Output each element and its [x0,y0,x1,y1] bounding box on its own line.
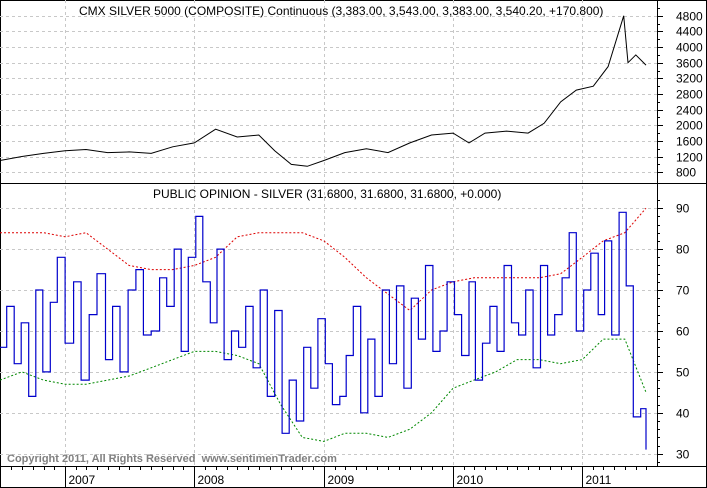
y-tick-label: 800 [676,166,696,180]
y-tick-label: 3200 [676,72,703,86]
y-tick-label: 1200 [676,151,703,165]
y-tick-label: 80 [676,243,690,257]
axis-ticks [0,8,663,488]
lower-band-line [0,338,647,442]
y-tick-label: 2000 [676,119,703,133]
x-tick-label: 2007 [69,473,96,487]
y-tick-label: 30 [676,448,690,462]
x-tick-label: 2010 [457,473,484,487]
upper-band-line [0,207,647,312]
y-tick-label: 2400 [676,104,703,118]
y-tick-label: 50 [676,366,690,380]
public-opinion-line [0,211,647,450]
x-tick-label: 2008 [198,473,225,487]
price-series-line [0,15,647,167]
y-tick-label: 60 [676,325,690,339]
data-lines [0,15,647,450]
y-tick-label: 90 [676,202,690,216]
copyright-annotation: Copyright 2011, All Rights Reserved www.… [7,453,337,465]
y-tick-label: 3600 [676,57,703,71]
y-tick-label: 4000 [676,41,703,55]
price-panel-title: CMX SILVER 5000 (COMPOSITE) Continuous (… [79,4,603,18]
y-tick-label: 40 [676,407,690,421]
opinion-panel-title: PUBLIC OPINION - SILVER (31.6800, 31.680… [153,187,501,201]
x-tick-label: 2009 [328,473,355,487]
y-tick-label: 4800 [676,10,703,24]
y-tick-label: 70 [676,284,690,298]
y-tick-label: 4400 [676,25,703,39]
y-tick-label: 2800 [676,88,703,102]
x-tick-label: 2011 [586,473,612,487]
y-tick-label: 1600 [676,135,703,149]
